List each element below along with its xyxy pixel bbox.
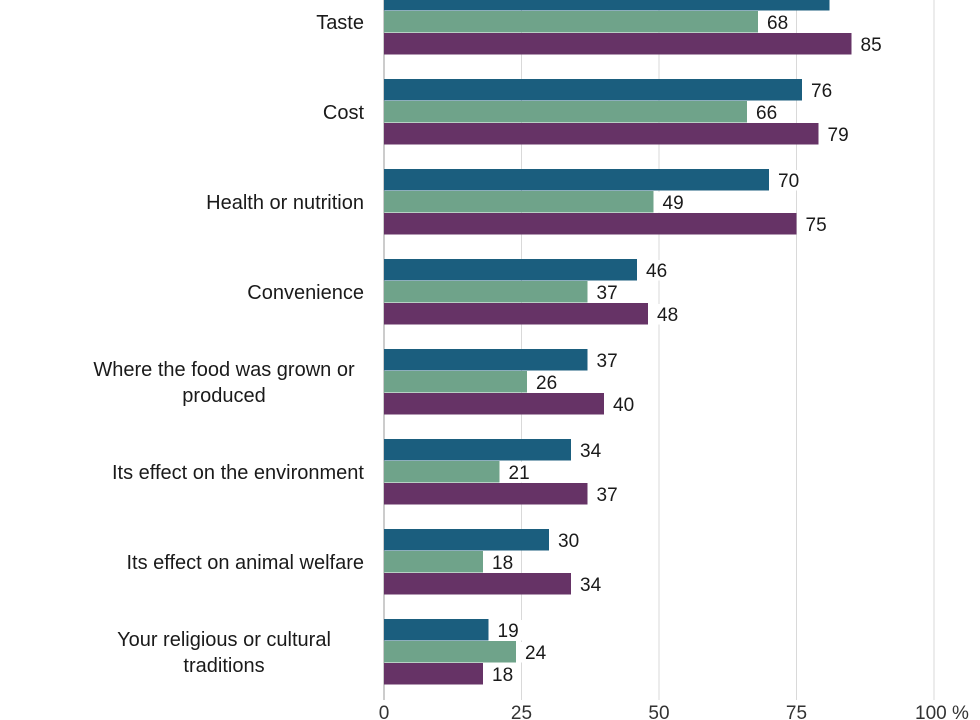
category-label: Where the food was grown or produced	[93, 359, 355, 407]
value-label-bg	[806, 80, 838, 101]
value-label: 49	[663, 193, 684, 214]
bar	[384, 101, 747, 123]
bar	[384, 483, 588, 505]
value-label: 19	[498, 621, 519, 642]
value-label-bg	[575, 440, 607, 461]
bar	[384, 213, 797, 235]
category-label: Its effect on the environment	[112, 462, 364, 484]
bar	[384, 123, 819, 145]
bar	[384, 641, 516, 663]
value-label-bg	[751, 102, 783, 123]
value-label-bg	[608, 394, 640, 415]
bar	[384, 551, 483, 573]
value-label: 37	[597, 351, 618, 372]
bar	[384, 11, 758, 33]
bar	[384, 33, 852, 55]
value-label-bg	[800, 214, 833, 235]
x-tick-label: 100 %	[915, 703, 969, 720]
bar	[384, 461, 500, 483]
category-labels: Taste Cost Health or nutrition Convenience W…	[93, 12, 364, 677]
value-label: 75	[806, 215, 827, 236]
x-tick-label: 75	[786, 703, 807, 720]
bar	[384, 663, 483, 685]
value-label: 85	[861, 35, 882, 56]
category-label: Its effect on animal welfare	[126, 552, 364, 574]
value-label-bg	[591, 282, 624, 303]
value-label: 79	[828, 125, 849, 146]
bar	[384, 259, 637, 281]
category-label: Health or nutrition	[206, 192, 364, 214]
bar	[384, 349, 588, 371]
value-label-bg	[531, 372, 563, 393]
value-label: 40	[613, 395, 634, 416]
value-label: 76	[811, 81, 832, 102]
value-label: 37	[597, 485, 618, 506]
value-label: 30	[558, 531, 579, 552]
bar	[384, 281, 588, 303]
value-label: 24	[525, 643, 547, 664]
bar	[384, 303, 648, 325]
bar	[384, 0, 830, 11]
value-label-bg	[652, 304, 684, 325]
value-label: 18	[492, 553, 513, 574]
value-label-bg	[657, 192, 690, 213]
value-label-bg	[773, 170, 805, 191]
value-label-bg	[487, 552, 519, 573]
bar	[384, 573, 571, 595]
x-axis-tick-labels: 0 25 50 75 100 %	[379, 703, 969, 720]
bar	[384, 169, 769, 191]
category-label: Taste	[316, 12, 364, 34]
value-label: 34	[580, 441, 602, 462]
value-label: 26	[536, 373, 557, 394]
category-label: Cost	[323, 102, 365, 124]
value-label-bg	[487, 664, 519, 685]
value-label: 68	[767, 13, 788, 34]
value-label-bg	[822, 124, 855, 145]
category-label: Convenience	[247, 282, 364, 304]
value-label-bg	[503, 462, 536, 483]
value-label-bg	[553, 530, 585, 551]
x-tick-label: 50	[648, 703, 669, 720]
value-label-bg	[492, 620, 525, 641]
bar	[384, 79, 802, 101]
value-label: 37	[597, 283, 618, 304]
value-label-bg	[591, 350, 624, 371]
bar	[384, 439, 571, 461]
bar	[384, 191, 654, 213]
bar	[384, 529, 549, 551]
value-label: 66	[756, 103, 777, 124]
value-label: 70	[778, 171, 799, 192]
bars	[384, 0, 852, 685]
value-label-bg	[575, 574, 607, 595]
bar	[384, 393, 604, 415]
bar	[384, 371, 527, 393]
value-label: 34	[580, 575, 602, 596]
value-label-bg	[641, 260, 673, 281]
value-label-bg	[762, 12, 794, 33]
x-tick-label: 25	[511, 703, 532, 720]
value-label: 21	[509, 463, 530, 484]
value-label: 18	[492, 665, 513, 686]
value-label-bg	[520, 642, 552, 663]
category-label: Your religious or cultural traditions	[117, 629, 331, 677]
value-label: 48	[657, 305, 678, 326]
value-label: 46	[646, 261, 667, 282]
bar	[384, 619, 489, 641]
value-labels: 68 85 76 66 79 70 49 75 46 37 48 37 26 40 34 21 37 30 18 34…	[487, 12, 888, 686]
value-label-bg	[591, 484, 624, 505]
x-tick-label: 0	[379, 703, 390, 720]
value-label-bg	[855, 34, 888, 55]
